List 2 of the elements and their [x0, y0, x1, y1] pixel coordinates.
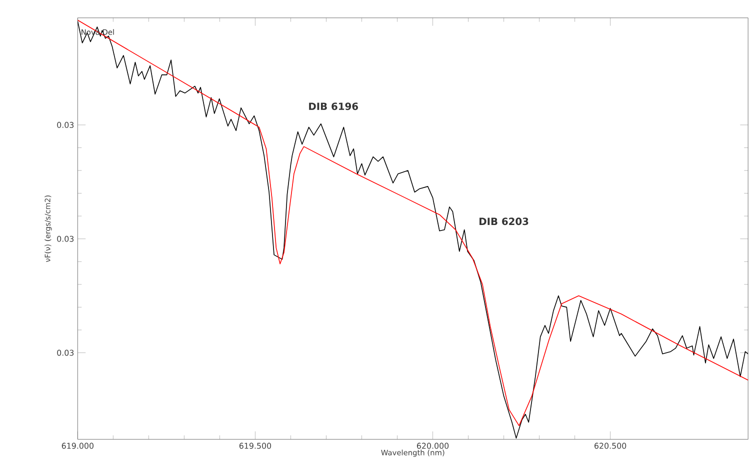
annotation: DIB 6196 [309, 102, 358, 110]
annotation: DIB 6203 [480, 218, 528, 226]
